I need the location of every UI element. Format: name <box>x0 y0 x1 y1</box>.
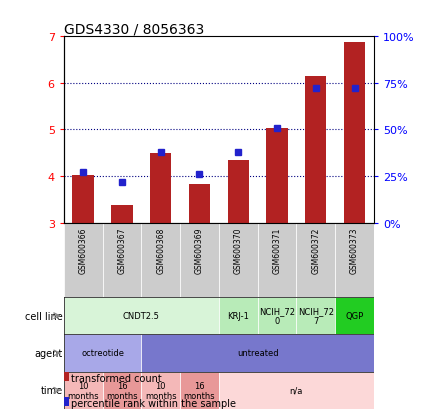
Bar <box>344 43 365 223</box>
Bar <box>219 372 374 409</box>
Bar <box>335 223 374 297</box>
Bar <box>296 297 335 335</box>
Text: KRJ-1: KRJ-1 <box>227 311 249 320</box>
Bar <box>266 129 288 223</box>
Bar <box>102 372 141 409</box>
Bar <box>64 335 141 372</box>
Text: GSM600366: GSM600366 <box>79 227 88 273</box>
Bar <box>228 160 249 223</box>
Text: 10
months: 10 months <box>145 381 176 400</box>
Text: n/a: n/a <box>290 386 303 395</box>
Text: GSM600368: GSM600368 <box>156 227 165 273</box>
Text: cell line: cell line <box>25 311 63 321</box>
Text: octreotide: octreotide <box>81 349 124 358</box>
Text: 16
months: 16 months <box>184 381 215 400</box>
Text: QGP: QGP <box>346 311 364 320</box>
Text: transformed count: transformed count <box>71 373 162 383</box>
Text: percentile rank within the sample: percentile rank within the sample <box>71 398 236 408</box>
Bar <box>258 297 296 335</box>
Text: untreated: untreated <box>237 349 278 358</box>
Text: NCIH_72
7: NCIH_72 7 <box>298 306 334 325</box>
Text: GSM600371: GSM600371 <box>272 227 281 273</box>
Text: 16
months: 16 months <box>106 381 138 400</box>
Bar <box>64 372 102 409</box>
Text: 10
months: 10 months <box>67 381 99 400</box>
Bar <box>335 297 374 335</box>
Bar <box>141 372 180 409</box>
Text: NCIH_72
0: NCIH_72 0 <box>259 306 295 325</box>
Bar <box>305 77 326 223</box>
Bar <box>102 223 141 297</box>
Bar <box>189 185 210 223</box>
Bar <box>111 205 133 223</box>
Bar <box>64 223 102 297</box>
Bar <box>141 223 180 297</box>
Text: CNDT2.5: CNDT2.5 <box>123 311 160 320</box>
Bar <box>180 223 219 297</box>
Text: GSM600372: GSM600372 <box>312 227 320 273</box>
Bar <box>141 335 374 372</box>
Text: GSM600369: GSM600369 <box>195 227 204 273</box>
Bar <box>296 223 335 297</box>
Bar <box>64 297 219 335</box>
Text: GSM600370: GSM600370 <box>234 227 243 273</box>
Bar <box>150 153 171 223</box>
Bar <box>258 223 296 297</box>
Bar <box>219 223 258 297</box>
Text: GSM600373: GSM600373 <box>350 227 359 273</box>
Text: GDS4330 / 8056363: GDS4330 / 8056363 <box>64 22 204 36</box>
Bar <box>180 372 219 409</box>
Text: agent: agent <box>35 348 63 358</box>
Bar <box>219 297 258 335</box>
Text: time: time <box>41 385 63 395</box>
Text: GSM600367: GSM600367 <box>117 227 126 273</box>
Bar <box>73 176 94 223</box>
